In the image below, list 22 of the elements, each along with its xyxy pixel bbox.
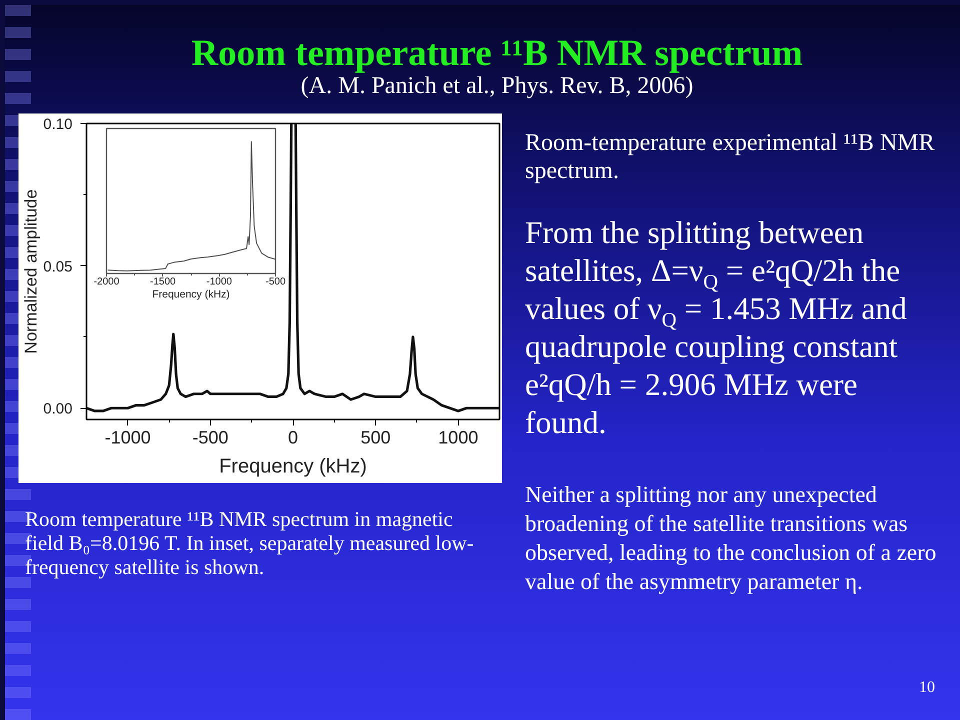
- y-tick-label: 0.00: [43, 400, 73, 418]
- x-axis-title: Frequency (kHz): [219, 456, 367, 478]
- x-tick-label: -500: [265, 276, 286, 288]
- y-axis-title: Normalized amplitude: [21, 189, 40, 354]
- text: From the splitting between satellites, Δ=ν$_{Q}$ = e²qQ/2h the values of ν$_{Q}$ = 1.453 MHz and quadrupole coupling constant e²qQ/h = 2.906 MHz were found.: [525, 215, 907, 440]
- chart-subtitle: (A. M. Panich et al., Phys. Rev. B, 2006): [300, 73, 694, 100]
- x-tick-label: 1000: [438, 428, 478, 448]
- y-tick-label: 0.10: [43, 116, 73, 133]
- x-tick-label: -500: [192, 428, 228, 448]
- text: Room-temperature experimental ¹¹B NMR spectrum.: [525, 129, 936, 185]
- text: Room temperature ¹¹B NMR spectrum in magnetic field B₀=8.0196 T. In inset, separately measured low-frequency satellite is shown.: [25, 507, 475, 579]
- y-tick-label: 0.05: [43, 258, 73, 276]
- x-tick-label: -2000: [94, 276, 120, 288]
- x-tick-label: 500: [360, 428, 391, 448]
- x-axis-title: Frequency (kHz): [152, 288, 230, 300]
- text: 10: [918, 678, 935, 698]
- x-tick-label: -1000: [206, 276, 232, 288]
- x-tick-label: -1500: [150, 276, 176, 288]
- x-tick-label: -1000: [104, 428, 151, 448]
- x-tick-label: 0: [288, 428, 298, 448]
- chart-title: Room temperature ¹¹B NMR spectrum: [190, 33, 804, 75]
- text: Neither a splitting nor any unexpected broadening of the satellite transitions was observed, leading to the conclusion of a zero value of the asymmetry parameter η.: [525, 481, 938, 596]
